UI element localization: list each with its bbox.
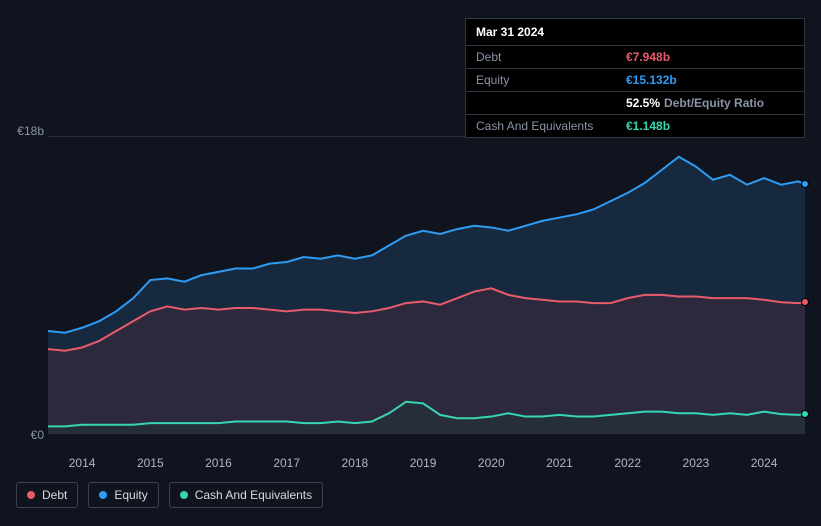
x-tick-label: 2020: [478, 456, 505, 470]
x-tick-label: 2015: [137, 456, 164, 470]
x-tick-label: 2023: [683, 456, 710, 470]
x-tick-label: 2019: [410, 456, 437, 470]
chart-svg: [48, 137, 805, 433]
series-end-marker: [801, 180, 809, 188]
tooltip-key: Cash And Equivalents: [476, 119, 626, 133]
tooltip-key: Equity: [476, 73, 626, 87]
debt-equity-chart: €18b €0 2014 2015 2016 2017 2018 2019 2020 2021…: [16, 120, 805, 468]
tooltip-key: Debt: [476, 50, 626, 64]
series-end-marker: [801, 298, 809, 306]
tooltip-row: 52.5%Debt/Equity Ratio: [466, 92, 804, 115]
y-axis-max: €18b: [17, 124, 44, 138]
x-tick-label: 2022: [614, 456, 641, 470]
legend-item[interactable]: Debt: [16, 482, 78, 508]
legend-dot-icon: [99, 491, 107, 499]
legend-label: Equity: [114, 488, 147, 502]
tooltip-row: Debt€7.948b: [466, 46, 804, 69]
plot-area[interactable]: [48, 136, 805, 434]
tooltip-row: Equity€15.132b: [466, 69, 804, 92]
x-tick-label: 2024: [751, 456, 778, 470]
chart-tooltip: Mar 31 2024 Debt€7.948bEquity€15.132b52.…: [465, 18, 805, 138]
tooltip-value: €7.948b: [626, 50, 670, 64]
legend-item[interactable]: Cash And Equivalents: [169, 482, 323, 508]
legend-label: Debt: [42, 488, 67, 502]
tooltip-value: €1.148b: [626, 119, 670, 133]
tooltip-row: Cash And Equivalents€1.148b: [466, 115, 804, 137]
x-tick-label: 2018: [342, 456, 369, 470]
x-tick-label: 2021: [546, 456, 573, 470]
x-tick-label: 2016: [205, 456, 232, 470]
x-tick-label: 2017: [273, 456, 300, 470]
legend-label: Cash And Equivalents: [195, 488, 312, 502]
legend-dot-icon: [180, 491, 188, 499]
y-axis-min: €0: [31, 428, 44, 442]
x-tick-label: 2014: [69, 456, 96, 470]
legend-dot-icon: [27, 491, 35, 499]
tooltip-value: €15.132b: [626, 73, 677, 87]
series-end-marker: [801, 410, 809, 418]
chart-legend: Debt Equity Cash And Equivalents: [16, 482, 323, 508]
legend-item[interactable]: Equity: [88, 482, 158, 508]
tooltip-value: 52.5%Debt/Equity Ratio: [626, 96, 764, 110]
tooltip-key: [476, 96, 626, 110]
tooltip-date: Mar 31 2024: [466, 19, 804, 46]
